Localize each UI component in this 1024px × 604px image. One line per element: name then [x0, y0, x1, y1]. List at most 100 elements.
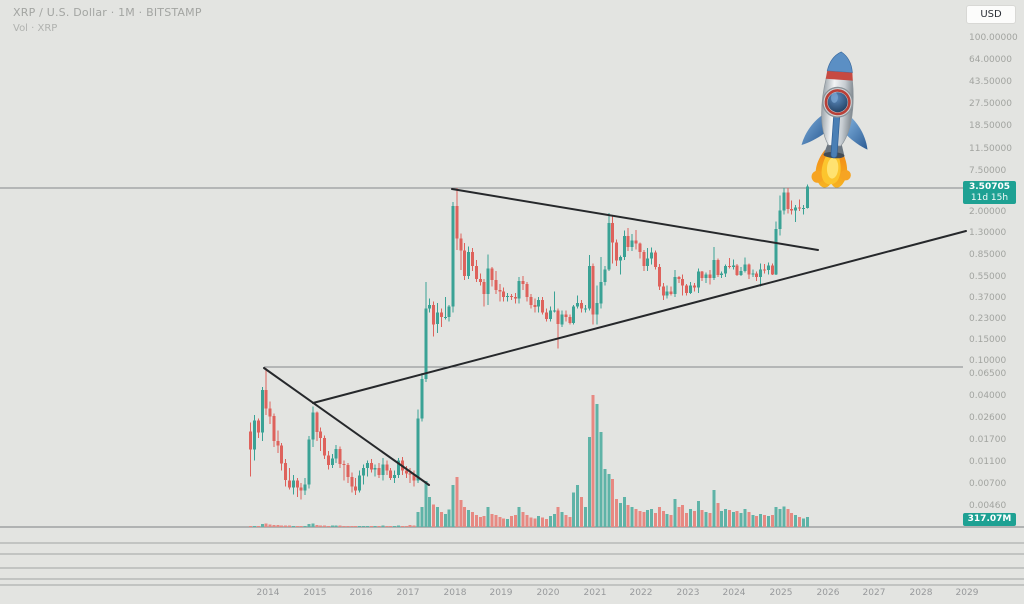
volume-bar	[264, 523, 268, 528]
candle-body	[739, 270, 743, 276]
volume-bar	[494, 515, 498, 527]
candle-wick	[296, 477, 298, 498]
volume-bar	[552, 513, 556, 527]
year-label: 2015	[303, 588, 327, 598]
volume-bar	[665, 513, 669, 527]
candle-body	[474, 266, 478, 279]
trend-line[interactable]	[263, 367, 430, 486]
candle-body	[685, 285, 689, 293]
candle-body	[295, 480, 299, 488]
volume-bar	[689, 508, 692, 527]
candle-body	[692, 285, 696, 288]
price-tick-label: 2.00000	[969, 207, 1007, 217]
volume-bar	[564, 515, 568, 527]
candle-body	[377, 468, 381, 475]
trend-lines[interactable]	[263, 188, 967, 486]
volume-bar	[599, 432, 603, 527]
candle-body	[677, 277, 681, 279]
candle-body	[603, 269, 607, 283]
trend-line[interactable]	[312, 230, 967, 404]
candle-body	[509, 296, 513, 298]
volume-bar	[805, 517, 809, 527]
volume-bar	[467, 510, 471, 527]
chart-legend[interactable]: XRP / U.S. Dollar · 1M · BITSTAMP Vol · …	[13, 6, 202, 36]
volume-bar	[451, 485, 455, 527]
candle-body	[724, 266, 727, 274]
rocket-fin-right	[846, 115, 868, 150]
rocket-emoji[interactable]	[799, 50, 874, 191]
volume-bar	[288, 525, 291, 527]
price-tick-label: 100.00000	[969, 33, 1018, 43]
candle-body	[669, 291, 673, 295]
volume-bar	[673, 498, 677, 527]
volume-bar	[572, 492, 576, 527]
volume-bar	[439, 512, 443, 527]
price-tick-label: 0.55000	[969, 272, 1007, 282]
volume-bar	[568, 517, 572, 527]
price-tick-label: 11.50000	[969, 144, 1012, 154]
volume-bar	[794, 515, 798, 527]
candle-body	[759, 269, 763, 278]
candle-body	[459, 238, 463, 251]
volume-bar	[404, 526, 408, 527]
price-tick-label: 0.23000	[969, 314, 1007, 324]
volume-bar	[735, 511, 739, 527]
volume-bar	[755, 516, 759, 527]
year-label: 2022	[629, 588, 653, 598]
candle-body	[397, 460, 400, 475]
candle-wick	[343, 460, 345, 481]
volume-bar	[307, 524, 311, 527]
candle-body	[790, 209, 794, 211]
candle-body	[545, 312, 548, 320]
year-label: 2028	[909, 588, 933, 598]
candle-wick	[300, 482, 302, 500]
volume-bar	[389, 526, 393, 527]
volume-bar	[607, 473, 611, 527]
year-label: 2029	[955, 588, 979, 598]
candle-wick	[444, 297, 446, 320]
volume-bar	[272, 524, 276, 527]
volume-bar	[801, 518, 805, 528]
currency-toggle-button[interactable]: USD	[966, 5, 1016, 24]
candle-body	[253, 420, 256, 450]
volume-bar	[311, 523, 315, 527]
candle-body	[665, 291, 669, 296]
candle-body	[424, 308, 428, 379]
price-tick-label: 18.50000	[969, 121, 1012, 131]
candle-body	[358, 475, 362, 491]
candle-body	[646, 258, 650, 267]
volume-bar	[517, 507, 521, 527]
candle-body	[735, 265, 739, 276]
candle-body	[334, 448, 338, 459]
volume-bar	[459, 500, 463, 527]
volume-bar	[548, 516, 552, 527]
pane-separators	[0, 526, 1024, 586]
candle-wick	[366, 460, 368, 477]
candle-wick	[355, 477, 357, 495]
volume-bar	[362, 525, 365, 527]
candle-body	[443, 316, 447, 318]
volume-bar	[591, 395, 595, 527]
price-tick-label: 0.37000	[969, 293, 1007, 303]
candle-body	[299, 487, 303, 491]
volume-bar	[381, 525, 385, 527]
year-label: 2027	[862, 588, 886, 598]
candle-body	[591, 266, 595, 315]
candle-body	[303, 484, 307, 491]
trend-line[interactable]	[451, 188, 819, 251]
candle-body	[595, 303, 599, 315]
horizontal-ray-lines[interactable]	[0, 187, 963, 368]
volume-bar	[727, 510, 731, 527]
candle-wick	[499, 284, 501, 302]
candle-body	[362, 468, 365, 476]
candle-wick	[764, 264, 765, 274]
volume-bar	[436, 507, 439, 527]
candle-wick	[557, 308, 559, 349]
volume-bar	[778, 508, 782, 527]
volume-bar	[397, 525, 400, 527]
year-label: 2021	[583, 588, 607, 598]
candle-body	[330, 458, 334, 465]
volume-bar	[763, 515, 766, 527]
